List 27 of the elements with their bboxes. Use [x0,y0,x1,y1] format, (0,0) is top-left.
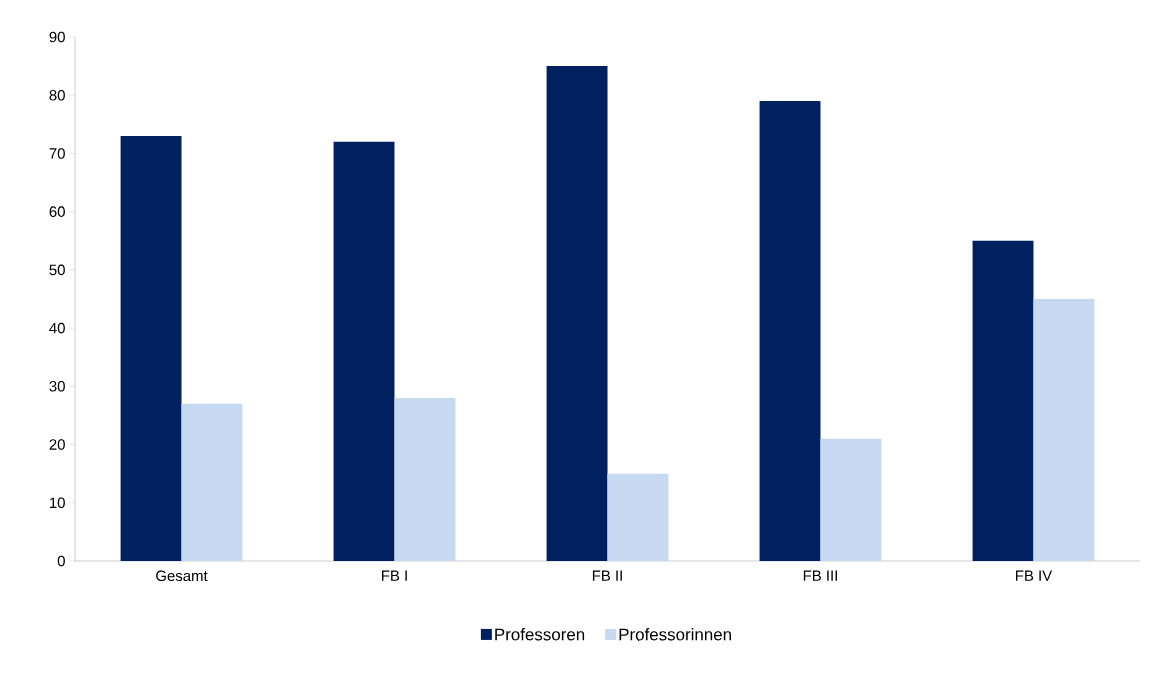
bar [820,438,882,561]
bar [607,473,669,561]
y-tick-label: 10 [50,497,65,509]
y-tick-label: 20 [49,439,65,450]
x-tick-label: FB II [592,570,622,581]
bar [759,101,821,561]
y-tick-label: 0 [57,555,65,567]
bar [1033,298,1095,561]
y-tick-label: 40 [49,322,65,334]
bar [333,141,395,561]
legend-label: Professorinnen [619,628,731,641]
y-tick-label: 90 [49,31,65,43]
x-tick-label: FB I [382,570,407,581]
x-tick-label: Gesamt [156,570,208,582]
y-tick-label: 70 [49,148,65,159]
bar [972,240,1034,561]
x-tick-label: FB IV [1016,570,1053,581]
bar [120,135,182,561]
x-tick-label: FB III [803,570,837,581]
y-tick-label: 30 [49,381,65,392]
bar [546,66,608,561]
y-tick-label: 60 [49,206,65,217]
y-tick-label: 80 [49,89,65,101]
legend-label: Professoren [495,628,585,641]
bar [181,403,243,561]
y-tick-label: 50 [49,264,65,276]
bar [394,397,456,561]
